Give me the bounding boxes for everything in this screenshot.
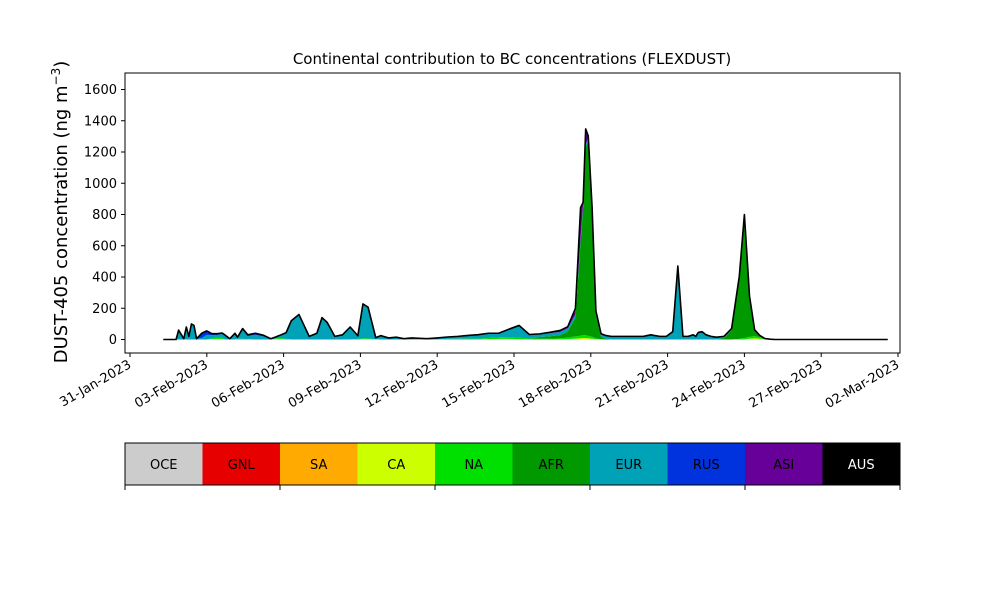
y-axis-label: DUST-405 concentration (ng m−3) [49,61,72,364]
y-tick-label: 800 [92,208,117,223]
legend-swatch-rus [667,443,746,485]
area-na [163,335,888,340]
legend-swatch-eur [590,443,668,485]
total-concentration-line [163,128,888,341]
legend-label-na: NA [464,458,483,473]
y-tick-label: 200 [92,302,117,317]
y-tick-label: 1000 [84,177,117,192]
chart-title: Continental contribution to BC concentra… [293,50,731,68]
legend-swatch-asi [745,443,823,485]
y-tick-label: 400 [92,271,117,286]
legend-colorbar: OCE GNL SA CA NA AFR EUR RUS ASI AUS [124,442,901,490]
y-tick-label: 1400 [84,114,117,129]
legend-swatch-na [435,443,513,485]
legend-swatch-afr [512,443,591,485]
y-axis-label-close: ) [51,61,72,68]
y-axis-label-main: DUST-405 concentration (ng m [51,85,72,363]
legend-label-afr: AFR [539,458,564,473]
legend-swatch-oce [125,443,203,485]
legend-swatch-aus [822,443,901,485]
legend-frame [124,442,901,486]
legend-label-oce: OCE [150,458,178,473]
legend-swatch-ca [357,443,436,485]
legend-label-ca: CA [387,458,405,473]
y-axis-label-exponent: −3 [49,68,63,86]
y-axis: 0 200 400 600 800 1000 1200 1400 1600 [84,83,125,348]
legend-label-eur: EUR [615,458,642,473]
legend-swatch-gnl [202,443,281,485]
y-tick-label: 0 [109,333,117,348]
legend-label-rus: RUS [693,458,720,473]
y-tick-label: 600 [92,239,117,254]
legend-label-sa: SA [310,458,327,473]
legend-label-asi: ASI [773,458,794,473]
plot-frame [124,72,901,354]
y-tick-label: 1600 [84,83,117,98]
legend-label-gnl: GNL [228,458,256,473]
legend-swatch-sa [280,443,358,485]
y-tick-label: 1200 [84,146,117,161]
legend-label-aus: AUS [848,458,875,473]
